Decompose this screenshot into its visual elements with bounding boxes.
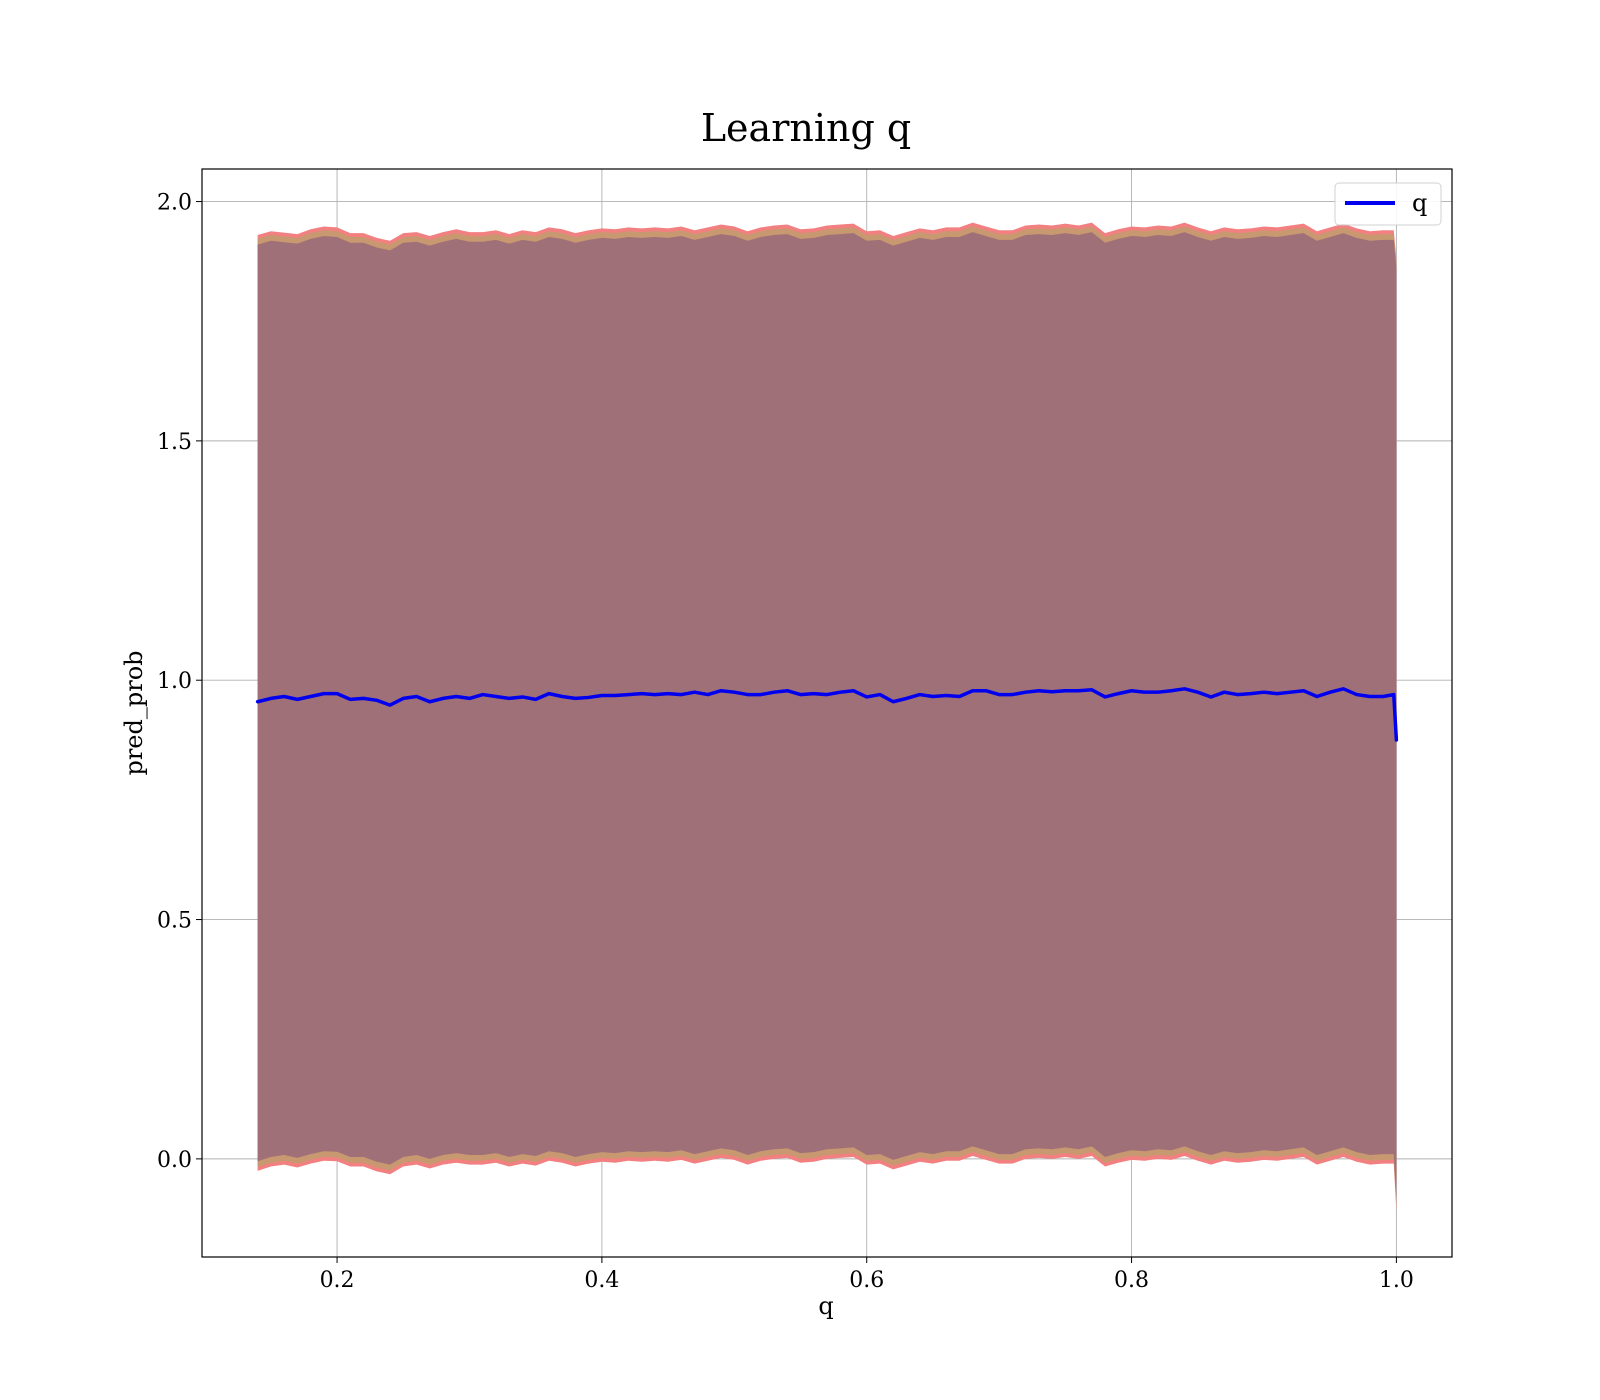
series-line-q xyxy=(255,687,1399,742)
confidence-bands xyxy=(257,222,1397,1212)
legend: q xyxy=(1334,182,1442,226)
x-tick-label: 0.4 xyxy=(584,1268,619,1293)
x-tick-label: 0.2 xyxy=(320,1268,355,1293)
confidence-band-2 xyxy=(257,232,1397,1201)
y-axis-label: pred_prob xyxy=(120,650,148,775)
x-tick-label: 1.0 xyxy=(1379,1268,1414,1293)
chart-title: Learning q xyxy=(701,106,911,150)
x-axis-label: q xyxy=(818,1292,833,1320)
x-tick-label: 0.8 xyxy=(1114,1268,1149,1293)
y-axis-ticks: 0.0 0.5 1.0 1.5 2.0 xyxy=(157,191,202,1173)
x-axis-ticks: 0.2 0.4 0.6 0.8 1.0 xyxy=(320,1257,1414,1293)
plot-area xyxy=(201,168,1453,1258)
y-tick-label: 0.0 xyxy=(157,1148,192,1173)
legend-label-q: q xyxy=(1412,189,1427,217)
series-lines xyxy=(255,687,1399,742)
x-tick-label: 0.6 xyxy=(849,1268,884,1293)
y-tick-label: 1.0 xyxy=(157,669,192,694)
y-tick-label: 2.0 xyxy=(157,191,192,216)
y-tick-label: 0.5 xyxy=(157,909,192,934)
plot-frame xyxy=(201,168,1453,1258)
y-tick-label: 1.5 xyxy=(157,430,192,455)
